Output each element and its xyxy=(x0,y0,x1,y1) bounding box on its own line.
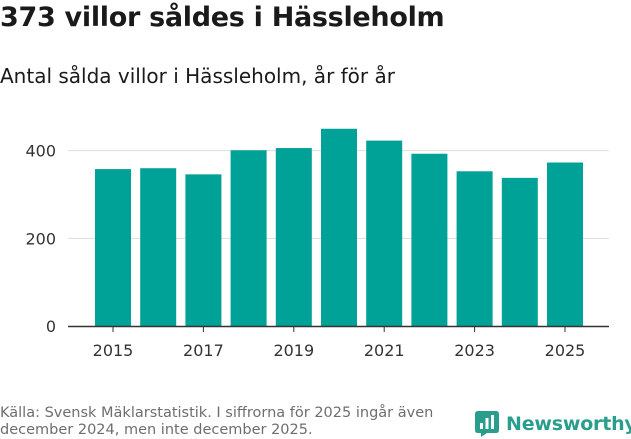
x-tick-label: 2019 xyxy=(273,341,314,360)
bar-2023 xyxy=(456,171,493,326)
x-tick-label: 2015 xyxy=(93,341,134,360)
bar-2021 xyxy=(366,140,403,326)
x-tick-label: 2017 xyxy=(183,341,224,360)
chart-title: 373 villor såldes i Hässleholm xyxy=(0,2,445,33)
bars xyxy=(95,128,583,326)
axes: 0 200 400 2015 2017 2019 2021 2023 2025 xyxy=(25,142,609,360)
bar-2017 xyxy=(185,174,222,326)
bar-2025 xyxy=(547,162,583,326)
bar-2019 xyxy=(275,148,312,326)
bar-2020 xyxy=(321,128,357,326)
source-note: Källa: Svensk Mäklarstatistik. I siffror… xyxy=(0,405,434,438)
bar-2016 xyxy=(140,168,177,326)
brand-name: Newsworthy xyxy=(506,413,631,435)
bar-2018 xyxy=(230,150,267,326)
y-tick-label: 0 xyxy=(46,317,56,336)
bar-2015 xyxy=(95,169,131,326)
bar-2022 xyxy=(411,153,448,326)
bar-chart: 0 200 400 2015 2017 2019 2021 2023 2025 xyxy=(25,128,609,360)
y-tick-label: 400 xyxy=(25,142,56,161)
chart-subtitle: Antal sålda villor i Hässleholm, år för … xyxy=(0,64,395,88)
x-tick-label: 2021 xyxy=(364,341,405,360)
x-tick-label: 2025 xyxy=(545,341,586,360)
x-tick-label: 2023 xyxy=(454,341,495,360)
chart-badge-icon xyxy=(475,411,499,437)
y-tick-label: 200 xyxy=(25,229,56,248)
newsworthy-logo[interactable]: Newsworthy xyxy=(474,409,631,439)
bar-2024 xyxy=(501,177,538,326)
